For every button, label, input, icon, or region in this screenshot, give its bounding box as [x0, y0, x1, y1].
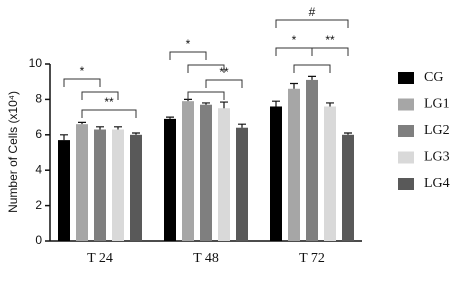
- error-bar: [290, 82, 298, 89]
- legend-label: LG4: [424, 176, 450, 191]
- error-bar: [132, 132, 140, 135]
- error-bar: [272, 100, 280, 107]
- legend-swatch: [398, 72, 414, 84]
- legend-label: LG2: [424, 123, 450, 138]
- significance-label: *: [80, 64, 85, 78]
- significance-label: *: [292, 33, 297, 47]
- significance-bracket: [205, 79, 243, 88]
- significance-bracket: [187, 64, 225, 73]
- error-bar: [326, 102, 334, 107]
- significance-label: **: [219, 65, 229, 79]
- significance-label: **: [104, 95, 114, 109]
- bar: [236, 127, 248, 241]
- significance-bracket: [81, 91, 119, 100]
- error-bar: [60, 134, 68, 141]
- significance-bracket: [63, 78, 101, 87]
- bar: [58, 140, 70, 241]
- y-tick-label: 6: [35, 127, 42, 141]
- bar: [324, 106, 336, 241]
- significance-bracket: [293, 64, 331, 73]
- y-axis-label: Number of Cells (x10⁴): [6, 91, 20, 213]
- bar: [306, 79, 318, 242]
- x-tick-label: T 72: [299, 251, 325, 266]
- error-bar: [78, 121, 86, 125]
- bar: [200, 104, 212, 242]
- x-tick-label: T 24: [87, 251, 113, 266]
- error-bar: [220, 101, 228, 109]
- bar: [270, 106, 282, 241]
- bar: [182, 101, 194, 241]
- bar: [288, 88, 300, 241]
- legend-swatch: [398, 178, 414, 190]
- legend-swatch: [398, 125, 414, 137]
- error-bar: [344, 132, 352, 135]
- bar: [164, 118, 176, 241]
- bar: [112, 129, 124, 241]
- x-tick-label: T 48: [193, 251, 219, 266]
- significance-bracket: [275, 47, 313, 56]
- error-bar: [238, 123, 246, 128]
- significance-bracket: [81, 109, 137, 118]
- significance-label: *: [186, 37, 191, 51]
- legend-label: LG3: [424, 150, 450, 165]
- y-tick-label: 4: [35, 162, 42, 176]
- y-tick-label: 2: [35, 198, 42, 212]
- error-bar: [308, 75, 316, 80]
- error-bar: [166, 116, 174, 119]
- significance-bracket: [311, 47, 349, 56]
- bar: [130, 134, 142, 241]
- y-tick-label: 8: [35, 92, 42, 106]
- significance-bracket: [275, 19, 349, 28]
- legend-label: LG1: [424, 97, 450, 112]
- significance-label: **: [325, 33, 335, 47]
- error-bar: [202, 102, 210, 105]
- bar: [218, 108, 230, 241]
- bar: [76, 124, 88, 241]
- y-tick-label: 10: [29, 56, 43, 70]
- bar: [94, 129, 106, 241]
- significance-bracket: [187, 91, 225, 100]
- error-bar: [114, 126, 122, 130]
- significance-label: #: [309, 5, 316, 19]
- significance-bracket: [169, 51, 207, 60]
- y-tick-label: 0: [35, 233, 42, 247]
- legend-swatch: [398, 151, 414, 164]
- legend-label: CG: [424, 70, 443, 85]
- error-bar: [96, 126, 104, 130]
- bar: [342, 134, 354, 241]
- legend-swatch: [398, 98, 414, 111]
